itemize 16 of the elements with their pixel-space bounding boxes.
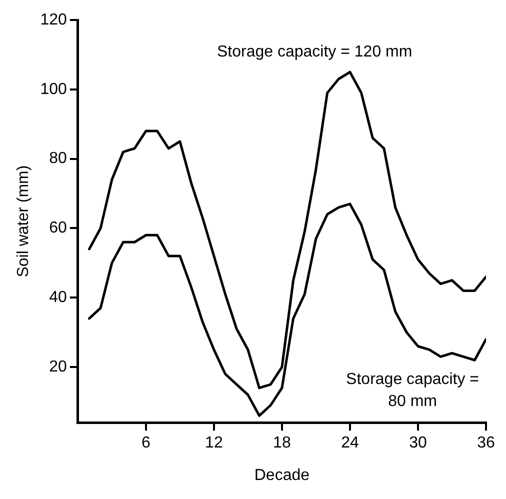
x-tick-label: 18 [273,434,291,452]
y-tick-label: 60 [49,220,67,237]
y-tick-label: 100 [40,80,67,98]
y-tick-label: 20 [49,358,67,376]
y-tick-label: 80 [49,150,67,168]
x-axis-title: Decade [254,466,310,484]
y-tick-label: 40 [49,289,67,306]
y-tick-label: 120 [40,11,67,28]
x-tick-label: 12 [205,434,223,452]
text: Storage capacity = 120 mm [216,44,412,61]
series-label: Storage capacity = 80 mm [346,370,480,410]
x-tick-label: 6 [141,434,150,452]
x-tick-label: 30 [409,434,427,452]
y-axis-title: Soil water (mm) [15,165,32,278]
x-tick-label: 24 [341,434,359,452]
x-tick-label: 36 [477,434,495,452]
